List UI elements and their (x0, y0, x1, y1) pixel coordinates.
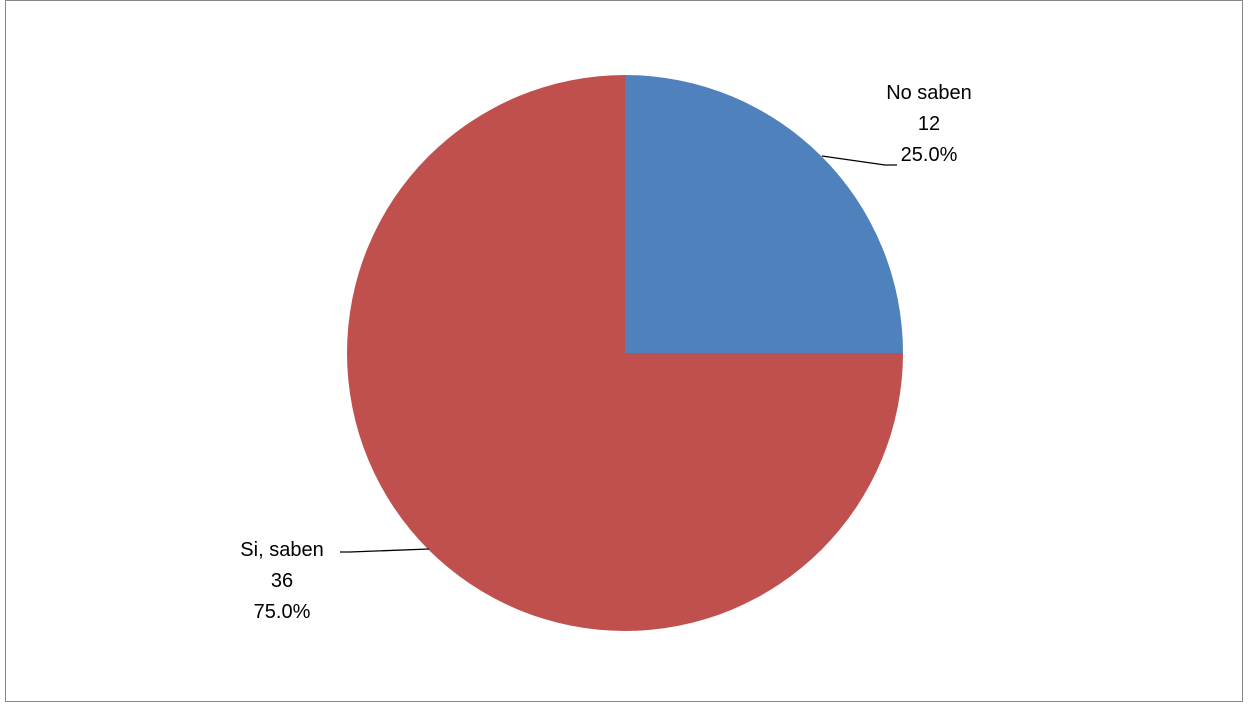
leader-line-si-saben (340, 548, 430, 553)
slice-label-percent: 75.0% (254, 601, 311, 623)
pie-slice-no-saben (625, 75, 903, 353)
slice-label-name: No saben (886, 82, 972, 104)
slice-label-percent: 25.0% (901, 144, 958, 166)
slice-label-value: 12 (918, 113, 940, 135)
data-label-si-saben: Si, saben 36 75.0% (240, 539, 323, 623)
leader-line-no-saben (821, 155, 897, 166)
data-label-no-saben: No saben 12 25.0% (886, 82, 972, 166)
leader-lines (340, 155, 897, 553)
pie-slice-si-saben (347, 75, 903, 631)
slice-label-name: Si, saben (240, 539, 323, 561)
pie-slices (347, 75, 903, 631)
slice-label-value: 36 (271, 570, 293, 592)
